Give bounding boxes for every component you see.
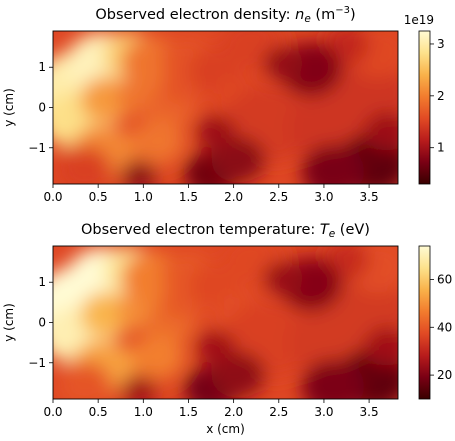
heatmap-blob — [195, 329, 236, 364]
x-tick-label: 1.5 — [179, 190, 198, 204]
y-tick-label: −1 — [28, 356, 46, 370]
heatmap-blob — [328, 275, 398, 345]
x-tick-label: 1.5 — [179, 405, 198, 419]
x-tick-label: 3.0 — [314, 190, 333, 204]
heatmap-blob — [364, 327, 398, 366]
heatmap-blob — [301, 360, 365, 399]
colorbar-frame — [418, 245, 431, 400]
colorbar — [419, 246, 430, 399]
heatmap-blob — [120, 160, 157, 184]
heatmap-blobs — [53, 31, 398, 184]
chart-title: Observed electron density: ne (m−3) — [95, 5, 355, 25]
colorbar-tick-label: 20 — [437, 368, 452, 382]
heatmap-blob — [328, 60, 398, 130]
y-axis-label: y (cm) — [2, 303, 16, 342]
y-axis-label: y (cm) — [2, 88, 16, 127]
x-tick-label: 1.0 — [134, 405, 153, 419]
colorbar-offset-label: 1e19 — [404, 13, 434, 27]
heatmap-blob — [120, 375, 157, 399]
heatmap-blob — [129, 333, 184, 380]
x-tick-label: 2.0 — [224, 405, 243, 419]
y-tick-label: 1 — [38, 275, 46, 289]
heatmap-blob — [364, 112, 398, 151]
colorbar-tick-label: 40 — [437, 320, 452, 334]
heatmap-blob — [211, 351, 266, 398]
heatmap-blob — [301, 145, 365, 184]
x-tick-label: 3.5 — [360, 405, 379, 419]
heatmap-field — [53, 31, 398, 184]
colorbar-tick-label: 3 — [437, 37, 445, 51]
heatmap-blob — [195, 114, 236, 149]
panel-1: Observed electron density: ne (m−3) 0.0 0.… — [2, 5, 445, 204]
x-tick-label: 3.5 — [360, 190, 379, 204]
y-tick-label: 1 — [38, 60, 46, 74]
y-tick-label: 0 — [38, 316, 46, 330]
heatmap-blob — [57, 361, 112, 399]
colorbar-tick-label: 60 — [437, 272, 452, 286]
heatmap-blob — [263, 261, 304, 296]
x-tick-label: 2.0 — [224, 190, 243, 204]
colorbar-frame — [418, 30, 431, 185]
colorbar-tick-label: 2 — [437, 89, 445, 103]
x-tick-label: 2.5 — [269, 190, 288, 204]
x-axis-label: x (cm) — [206, 422, 245, 436]
x-tick-label: 3.0 — [314, 405, 333, 419]
chart-title: Observed electron temperature: Te (eV) — [81, 222, 370, 240]
colorbar — [419, 31, 430, 184]
x-tick-label: 0.5 — [89, 190, 108, 204]
y-tick-label: 0 — [38, 101, 46, 115]
x-tick-label: 0.0 — [43, 190, 62, 204]
x-tick-label: 2.5 — [269, 405, 288, 419]
y-tick-label: −1 — [28, 141, 46, 155]
heatmap-blob — [129, 118, 184, 165]
x-tick-label: 1.0 — [134, 190, 153, 204]
panel-2: Observed electron temperature: Te (eV) 0.… — [2, 222, 452, 436]
heatmap-blob — [263, 46, 304, 81]
heatmap-blob — [57, 146, 112, 184]
heatmap-field — [53, 246, 398, 399]
heatmap-blob — [211, 136, 266, 183]
x-tick-label: 0.5 — [89, 405, 108, 419]
colorbar-tick-label: 1 — [437, 141, 445, 155]
x-tick-label: 0.0 — [43, 405, 62, 419]
heatmap-blobs — [53, 246, 398, 399]
